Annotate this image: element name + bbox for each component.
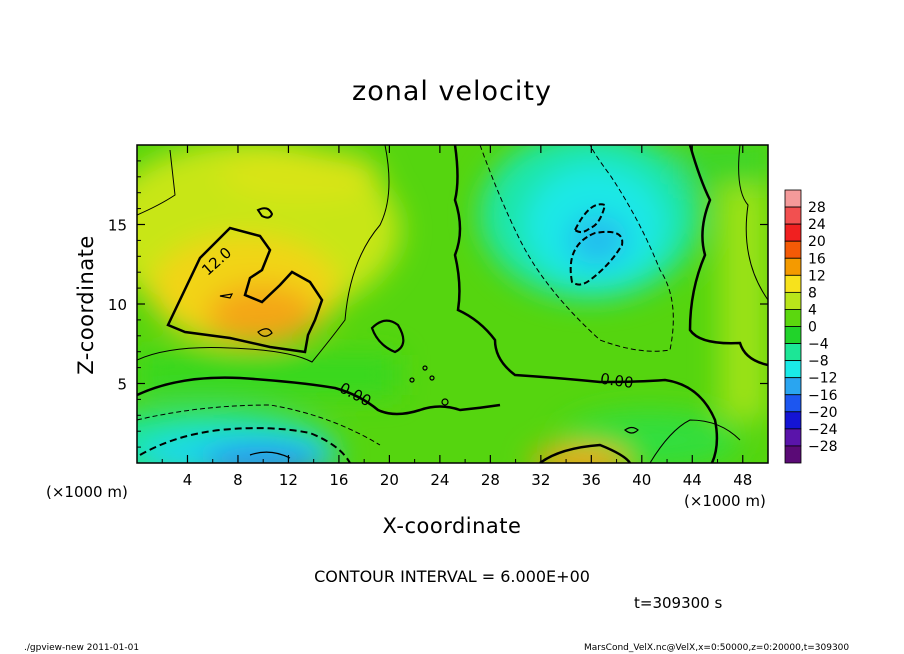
- colorbar-swatch: [784, 257, 802, 276]
- x-tick-label: 4: [183, 471, 193, 489]
- footer-right: MarsCond_VelX.nc@VelX,x=0:50000,z=0:2000…: [584, 643, 850, 653]
- colorbar-label: −8: [808, 354, 829, 370]
- time-label: t=309300 s: [634, 594, 723, 612]
- colorbar-label: −20: [808, 405, 838, 421]
- x-tick-label: 44: [683, 471, 702, 489]
- x-tick-label: 8: [233, 471, 243, 489]
- colorbar-label: 12: [808, 268, 826, 284]
- colorbar-swatch: [784, 343, 802, 362]
- x-axis-label: X-coordinate: [382, 514, 522, 538]
- colorbar-label: −28: [808, 439, 838, 455]
- colorbar-label: −16: [808, 388, 838, 404]
- colorbar-label: 28: [808, 200, 826, 216]
- colorbar-swatch: [784, 428, 802, 447]
- colorbar-swatch: [784, 291, 802, 310]
- y-axis-ticks: 5 10 15: [108, 160, 768, 448]
- colorbar-swatch: [784, 394, 802, 413]
- x-tick-label: 28: [481, 471, 500, 489]
- y-tick-label: 10: [108, 296, 127, 314]
- colorbar-swatch: [784, 411, 802, 430]
- colorbar-label: −12: [808, 371, 838, 387]
- colorbar-swatch: [784, 445, 802, 464]
- x-tick-label: 16: [329, 471, 348, 489]
- colorbar-label: −24: [808, 422, 838, 438]
- x-tick-label: 20: [380, 471, 399, 489]
- colorbar-swatch: [784, 206, 802, 225]
- x-tick-label: 24: [430, 471, 449, 489]
- colorbar-swatch: [784, 326, 802, 344]
- footer-left: ./gpview-new 2011-01-01: [24, 643, 140, 653]
- y-tick-label: 5: [117, 376, 127, 394]
- colorbar-label: −4: [808, 337, 829, 353]
- x-tick-label: 40: [632, 471, 651, 489]
- colorbar-swatch: [784, 274, 802, 293]
- colorbar-swatch: [784, 223, 802, 242]
- y-tick-label: 15: [108, 217, 127, 235]
- chart-title: zonal velocity: [352, 76, 552, 107]
- colorbar-swatch: [784, 240, 802, 259]
- colorbar-label: 24: [808, 217, 826, 233]
- contour-label-0-right: 0.00: [599, 370, 635, 392]
- x-tick-label: 36: [582, 471, 601, 489]
- contour-interval-text: CONTOUR INTERVAL = 6.000E+00: [314, 567, 590, 586]
- colorbar-swatch: [784, 360, 802, 379]
- colorbar-swatch: [784, 189, 802, 208]
- x-tick-label: 12: [279, 471, 298, 489]
- x-axis-ticks: 4 8 12 16 20 24 28 32 36 40 44 48: [161, 145, 752, 489]
- colorbar-swatch: [784, 309, 802, 327]
- color-field: 12.0 0.00 0.00: [137, 145, 768, 463]
- colorbar-label: 20: [808, 234, 826, 250]
- contour-lines: [137, 145, 768, 463]
- x-unit-label-left: (×1000 m): [46, 483, 128, 501]
- colorbar-label: 4: [808, 302, 817, 318]
- x-unit-label-right: (×1000 m): [684, 492, 766, 510]
- x-tick-label: 48: [733, 471, 752, 489]
- colorbar-label: 0: [808, 320, 817, 336]
- colorbar-swatch: [784, 377, 802, 396]
- x-tick-label: 32: [531, 471, 550, 489]
- colorbar-label: 8: [808, 285, 817, 301]
- colorbar-label: 16: [808, 251, 826, 267]
